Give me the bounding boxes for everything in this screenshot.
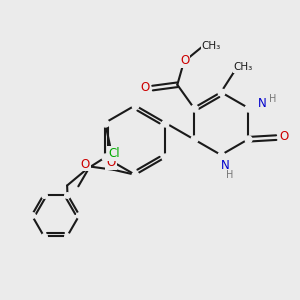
Text: N: N — [220, 159, 229, 172]
Text: O: O — [141, 81, 150, 94]
Text: H: H — [226, 170, 233, 180]
Text: N: N — [258, 98, 266, 110]
Text: H: H — [269, 94, 277, 104]
Text: O: O — [180, 55, 189, 68]
Text: O: O — [81, 158, 90, 170]
Text: CH₃: CH₃ — [233, 62, 253, 72]
Text: CH₃: CH₃ — [201, 41, 220, 51]
Text: O: O — [106, 156, 116, 169]
Text: O: O — [279, 130, 288, 143]
Text: Cl: Cl — [108, 147, 120, 160]
